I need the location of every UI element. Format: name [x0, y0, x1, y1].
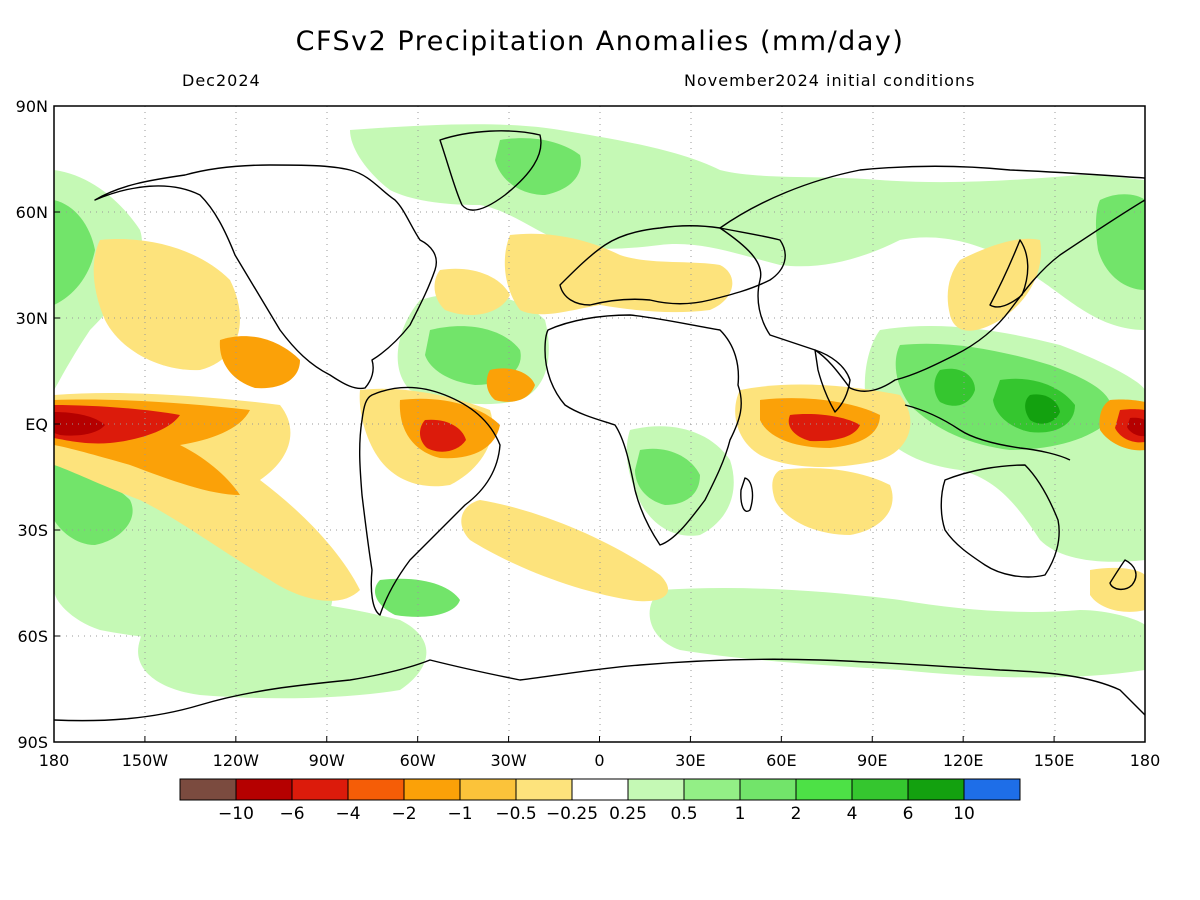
colorbar-swatch: [403, 778, 461, 801]
colorbar-swatch: [571, 778, 629, 801]
coast-north-america: [94, 164, 437, 390]
coast-greenland: [439, 130, 542, 211]
anomaly-field: [54, 106, 1145, 742]
lon-tick-label: 180: [39, 751, 70, 770]
lon-tick-label: 150W: [122, 751, 169, 770]
colorbar-swatch: [459, 778, 517, 801]
colorbar-label: 0.5: [670, 804, 697, 824]
colorbar-label: −0.25: [546, 804, 598, 824]
colorbar-label: 10: [953, 804, 975, 824]
coast-india: [814, 349, 851, 413]
colorbar-swatch: [739, 778, 797, 801]
lon-tick-label: 60W: [400, 751, 436, 770]
colorbar-swatch: [963, 778, 1021, 801]
coast-africa: [544, 314, 742, 546]
lat-tick-label: 90N: [16, 97, 48, 116]
lon-tick-label: 150E: [1034, 751, 1075, 770]
chart-title: CFSv2 Precipitation Anomalies (mm/day): [295, 26, 905, 57]
colorbar-label: 4: [847, 804, 858, 824]
coast-japan: [989, 239, 1029, 308]
colorbar-label: 0.25: [609, 804, 647, 824]
colorbar-swatch: [179, 778, 237, 801]
lat-tick-label: 60N: [16, 203, 48, 222]
valid-month-label: Dec2024: [182, 71, 261, 90]
lat-tick-label: 90S: [17, 733, 48, 752]
colorbar-label: −1: [447, 804, 472, 824]
colorbar-swatch: [347, 778, 405, 801]
colorbar-label: −10: [218, 804, 254, 824]
lon-tick-label: 180: [1130, 751, 1161, 770]
map-grid: [54, 106, 1145, 742]
colorbar-swatch: [235, 778, 293, 801]
coast-europe: [559, 225, 786, 306]
lon-tick-label: 120E: [943, 751, 984, 770]
lat-tick-label: 30S: [17, 521, 48, 540]
colorbar: [179, 778, 1021, 801]
coast-south-america: [358, 386, 501, 616]
latitude-tick-labels: 90N 60N 30N EQ 30S 60S 90S: [16, 97, 48, 752]
coast-antarctica: [54, 658, 1145, 722]
coastlines: [54, 130, 1145, 722]
colorbar-label: −6: [279, 804, 304, 824]
initial-conditions-label: November2024 initial conditions: [684, 71, 976, 90]
lon-tick-label: 90W: [309, 751, 345, 770]
coast-indonesia: [904, 404, 1071, 461]
lon-tick-label: 60E: [766, 751, 796, 770]
colorbar-label: 6: [903, 804, 914, 824]
axis-ticks: [53, 105, 1146, 743]
lon-tick-label: 90E: [857, 751, 887, 770]
colorbar-swatch: [795, 778, 853, 801]
lon-tick-label: 0: [594, 751, 604, 770]
colorbar-label: −2: [391, 804, 416, 824]
coast-new-zealand: [1109, 559, 1137, 590]
coast-asia: [719, 165, 1145, 392]
colorbar-swatch: [683, 778, 741, 801]
colorbar-label: −0.5: [495, 804, 536, 824]
wet-anomaly-core: [1025, 394, 1060, 424]
coast-australia: [940, 464, 1060, 578]
colorbar-swatch: [851, 778, 909, 801]
colorbar-swatch: [627, 778, 685, 801]
colorbar-labels: −10 −6 −4 −2 −1 −0.5 −0.25 0.25 0.5 1 2 4 6 10: [218, 804, 975, 824]
colorbar-swatch: [907, 778, 965, 801]
lat-tick-label: 30N: [16, 309, 48, 328]
lat-tick-label: EQ: [25, 415, 48, 434]
lon-tick-label: 30W: [490, 751, 526, 770]
lat-tick-label: 60S: [17, 627, 48, 646]
colorbar-swatch: [515, 778, 573, 801]
coast-madagascar: [740, 477, 754, 512]
colorbar-label: 2: [791, 804, 802, 824]
longitude-tick-labels: 180 150W 120W 90W 60W 30W 0 30E 60E 90E 120E 150E 18…: [39, 751, 1161, 770]
dry-anomaly-core: [54, 412, 1145, 437]
lon-tick-label: 30E: [675, 751, 705, 770]
colorbar-label: 1: [735, 804, 746, 824]
lon-tick-label: 120W: [213, 751, 260, 770]
colorbar-swatch: [291, 778, 349, 801]
colorbar-label: −4: [335, 804, 360, 824]
